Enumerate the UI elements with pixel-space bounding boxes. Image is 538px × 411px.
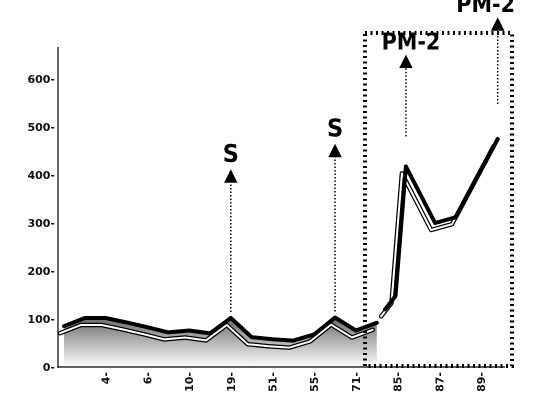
x-tick-label: 89- (475, 372, 488, 392)
x-tick-label: 87- (433, 372, 446, 392)
data-point (383, 307, 387, 311)
data-point (208, 331, 212, 335)
annotation-label: S (223, 139, 239, 168)
data-point (354, 329, 358, 332)
data-point (291, 339, 295, 343)
data-point (333, 316, 337, 320)
data-point (125, 320, 129, 324)
y-tick-label: 200- (27, 265, 55, 278)
y-tick-label: 0- (43, 361, 55, 374)
x-tick-label: 85- (392, 372, 405, 392)
data-point (394, 294, 397, 298)
annotation-label: S (327, 114, 343, 143)
x-tick-label: 55- (308, 372, 321, 392)
x-tick-label: 71- (350, 372, 363, 392)
y-tick-label: 100- (27, 313, 55, 326)
data-point (187, 329, 191, 332)
series-line (62, 315, 379, 343)
annotation-label: PM-2 (456, 0, 515, 18)
data-point (250, 335, 254, 339)
data-point (166, 330, 170, 334)
area-layer (64, 317, 377, 367)
data-point (496, 137, 500, 141)
x-tick-label: 10- (183, 372, 196, 392)
y-tick-label: 300- (27, 217, 55, 230)
x-tick-label: 19- (225, 372, 238, 392)
data-point (375, 321, 379, 325)
series-line-shadow-inner (59, 323, 374, 349)
series-area-fill (64, 317, 377, 367)
series-line-shadow-inner (380, 145, 495, 318)
data-point (271, 337, 274, 341)
data-point (229, 316, 233, 320)
series-lines (57, 137, 500, 350)
y-tick-label: 600- (27, 73, 55, 86)
data-point (312, 332, 316, 336)
data-point (145, 325, 149, 329)
x-tick-label: 51- (267, 372, 280, 392)
x-tick-label: 6- (141, 372, 154, 384)
data-point (454, 215, 458, 219)
data-point (404, 164, 408, 168)
data-point (62, 324, 66, 328)
y-tick-label: 500- (27, 121, 55, 134)
x-tick-label: 4- (100, 372, 113, 384)
series-line (383, 137, 500, 312)
axes: 0- 100- 200- 300- 400- 500- 600- 4- 6- 10- 19- 51- 5… (27, 47, 505, 392)
data-point (433, 221, 437, 225)
data-point (104, 316, 108, 320)
y-tick-label: 400- (27, 169, 55, 182)
highlight-box (363, 31, 514, 368)
data-point (83, 316, 87, 320)
